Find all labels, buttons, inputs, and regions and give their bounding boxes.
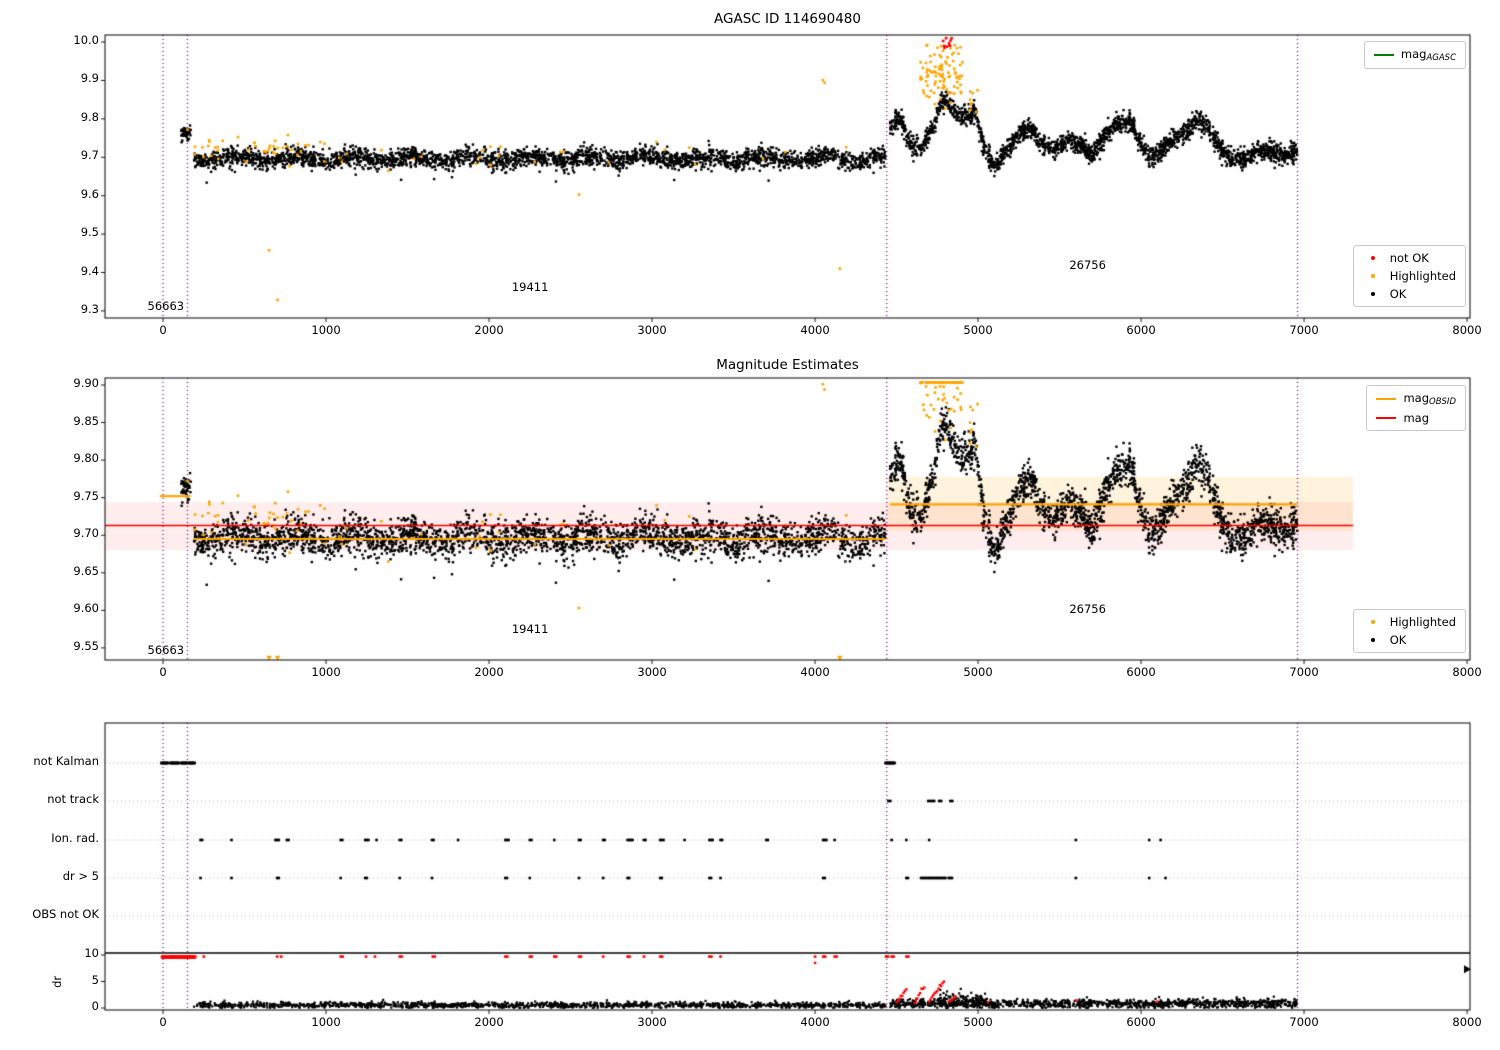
flag-row-label: not Kalman	[33, 754, 99, 768]
legend-line-swatch	[1376, 417, 1397, 419]
flag-row-label: not track	[47, 792, 99, 806]
y-tick-label: 10	[84, 946, 99, 960]
x-tick-label: 1000	[311, 323, 341, 337]
legend-entry-label: Highlighted	[1389, 269, 1456, 283]
y-tick-label: 9.3	[80, 301, 99, 316]
flag-row-label: OBS not OK	[32, 907, 99, 921]
legend-mag-lines: magOBSID mag	[1366, 385, 1466, 431]
legend-entry-label: not OK	[1389, 251, 1429, 265]
x-tick-label: 5000	[963, 1015, 993, 1029]
legend-top-markers: not OK Highlighted OK	[1352, 245, 1466, 307]
x-tick-label: 4000	[800, 665, 830, 679]
legend-entry-label: OK	[1389, 287, 1407, 301]
x-tick-label: 0	[159, 1015, 167, 1029]
legend-entry: OK	[1363, 633, 1456, 647]
y-tick-label: 9.70	[73, 526, 99, 541]
legend-entry: not OK	[1363, 251, 1456, 265]
legend-dot-swatch	[1363, 290, 1383, 298]
x-tick-label: 7000	[1289, 1015, 1319, 1029]
legend-entry: magAGASC	[1373, 47, 1456, 63]
annotation-obsid: 26756	[1069, 257, 1106, 272]
x-tick-label: 2000	[474, 665, 504, 679]
x-tick-label: 5000	[963, 323, 993, 337]
legend-dot-swatch	[1363, 636, 1383, 644]
legend-entry-label: OK	[1389, 633, 1407, 647]
y-tick-label: 9.65	[73, 563, 99, 578]
y-tick-label: 0	[91, 999, 99, 1013]
legend-line-swatch	[1376, 398, 1397, 400]
x-tick-label: 0	[159, 323, 167, 337]
x-tick-label: 8000	[1452, 1015, 1482, 1029]
x-tick-label: 1000	[311, 1015, 341, 1029]
top-panel-title: AGASC ID 114690480	[714, 11, 861, 27]
x-tick-label: 0	[159, 665, 167, 679]
x-tick-label: 3000	[637, 323, 667, 337]
y-tick-label: 9.55	[73, 638, 99, 653]
annotation-obsid: 19411	[511, 280, 549, 295]
legend-entry-label: magOBSID	[1403, 391, 1456, 407]
x-tick-label: 3000	[637, 1015, 667, 1029]
y-tick-label: 9.90	[73, 375, 99, 390]
legend-dot-swatch	[1363, 272, 1383, 280]
y-tick-label: 9.7	[80, 148, 99, 163]
y-tick-label: 9.9	[80, 71, 99, 86]
flag-row-label: dr > 5	[62, 869, 99, 883]
x-tick-label: 7000	[1289, 665, 1319, 679]
y-tick-label: 9.85	[73, 413, 99, 428]
x-tick-label: 2000	[474, 323, 504, 337]
x-tick-label: 2000	[474, 1015, 504, 1029]
x-tick-label: 5000	[963, 665, 993, 679]
legend-entry-label-subscript: AGASC	[1426, 53, 1456, 63]
dr-axis-label: dr	[50, 975, 65, 988]
legend-entry-label: magAGASC	[1400, 47, 1456, 63]
legend-mid-markers: Highlighted OK	[1352, 609, 1466, 653]
x-tick-label: 8000	[1452, 665, 1482, 679]
flag-row-label: Ion. rad.	[51, 831, 99, 845]
y-tick-label: 9.5	[80, 225, 99, 240]
y-tick-label: 9.60	[73, 601, 99, 616]
legend-entry: OK	[1363, 287, 1456, 301]
annotation-obsid: 56663	[147, 643, 185, 658]
x-tick-label: 6000	[1126, 1015, 1156, 1029]
legend-entry-label: mag	[1403, 411, 1430, 425]
legend-line-swatch	[1373, 54, 1394, 56]
annotation-obsid: 26756	[1069, 602, 1106, 617]
legend-mag-agasc: magAGASC	[1363, 41, 1466, 69]
legend-entry-label: Highlighted	[1389, 615, 1456, 629]
legend-entry: magOBSID	[1376, 391, 1456, 407]
y-tick-label: 9.4	[80, 263, 99, 278]
x-tick-label: 8000	[1452, 323, 1482, 337]
x-tick-label: 4000	[800, 1015, 830, 1029]
legend-entry: mag	[1376, 411, 1456, 425]
legend-entry: Highlighted	[1363, 269, 1456, 283]
legend-dot-swatch	[1363, 618, 1383, 626]
legend-entry-label-subscript: OBSID	[1429, 397, 1456, 407]
y-tick-label: 10.0	[73, 33, 99, 48]
x-tick-label: 1000	[311, 665, 341, 679]
y-tick-label: 5	[91, 972, 99, 987]
y-tick-label: 9.8	[80, 109, 99, 124]
annotation-obsid: 56663	[147, 299, 185, 314]
x-tick-label: 4000	[800, 323, 830, 337]
legend-dot-swatch	[1363, 254, 1383, 262]
annotation-obsid: 19411	[511, 622, 549, 637]
legend-entry: Highlighted	[1363, 615, 1456, 629]
x-tick-label: 3000	[637, 665, 667, 679]
x-tick-label: 6000	[1126, 323, 1156, 337]
x-tick-label: 7000	[1289, 323, 1319, 337]
y-tick-label: 9.6	[80, 186, 99, 201]
y-tick-label: 9.80	[73, 451, 99, 466]
x-tick-label: 6000	[1126, 665, 1156, 679]
y-tick-label: 9.75	[73, 488, 99, 503]
middle-panel-title: Magnitude Estimates	[716, 357, 859, 373]
